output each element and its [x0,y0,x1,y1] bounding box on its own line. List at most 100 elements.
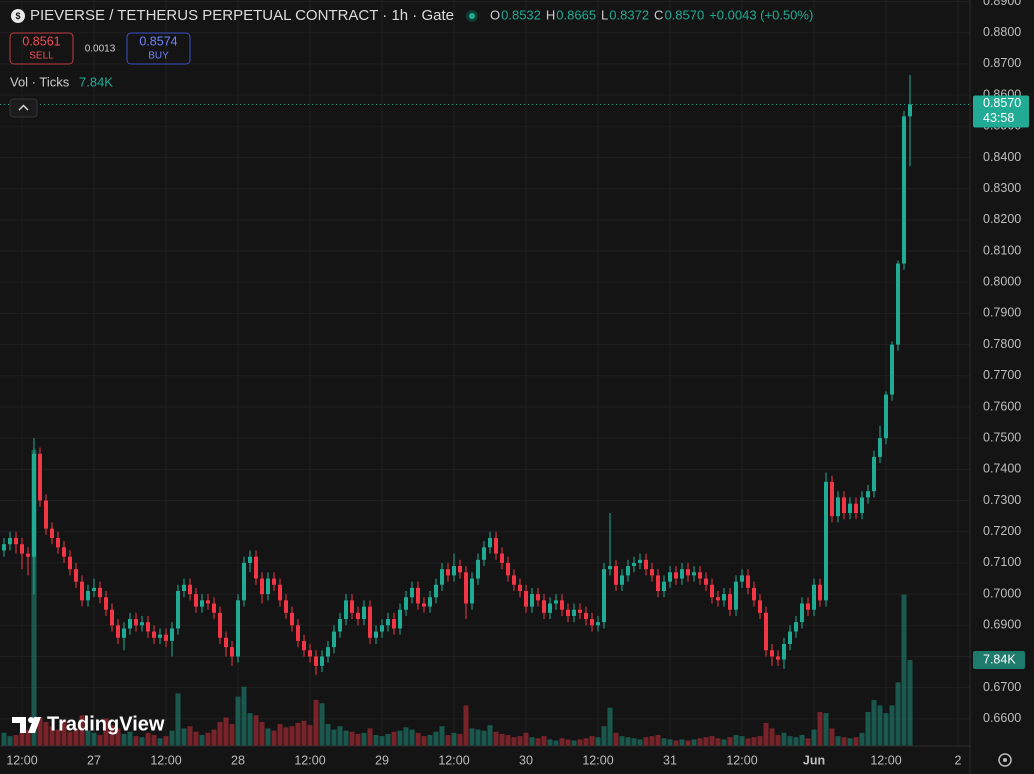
candle-body [692,572,697,576]
volume-bar [697,738,703,746]
volume-bar [769,728,775,746]
settings-icon[interactable] [998,753,1012,767]
candle-body [32,453,37,557]
collapse-button[interactable] [9,98,38,118]
candle-body [14,537,19,545]
volume-bar [271,730,277,746]
x-tick-label: Jun [803,753,825,767]
volume-bar [175,693,181,746]
candle-body [674,572,679,579]
candle-body [668,572,673,582]
ohlc-value: 0.8570 [664,7,704,22]
volume-bar [79,715,85,746]
volume-bar [439,726,445,746]
x-tick-label: 12:00 [438,753,469,767]
y-tick-label: 0.7900 [983,306,1021,320]
candle-body [572,609,577,616]
volume-bar [223,717,229,746]
y-tick-label: 0.8000 [983,275,1021,289]
volume-bar [499,733,505,746]
volume-bar [607,707,613,746]
candle-body [632,562,637,567]
ohlc-value: 0.8532 [501,7,541,22]
volume-bar [751,737,757,746]
y-tick-label: 0.7800 [983,337,1021,351]
volume-bar [37,717,43,746]
volume-bar [667,739,673,746]
volume-bar [49,726,55,746]
volume-bar [535,738,541,746]
candle-body [794,622,799,632]
volume-bar [847,738,853,746]
chart-title: PIEVERSE / TETHERUS PERPETUAL CONTRACT ·… [30,7,454,24]
candle-body [182,584,187,591]
volume-tag [973,650,1025,669]
candle-body [680,569,685,579]
sell-button[interactable] [9,32,74,65]
candle-body [194,594,199,607]
volume-bar [343,730,349,746]
volume-bar [469,728,475,746]
candle-body [836,497,841,517]
candle-body [410,587,415,598]
candle-body [782,644,787,660]
axes: 0.66000.67000.68000.69000.70000.71000.72… [6,0,1021,767]
volume-bar [85,730,91,746]
volume-bar [745,738,751,746]
volume-bar [187,726,193,746]
ohlc-readout: O 0.8532 H 0.8665 L 0.8372 C 0.8570 +0.0043 (+0.… [490,7,813,22]
volume-bar [493,731,499,746]
candle-body [494,537,499,554]
volume-bar [67,731,73,746]
y-tick-label: 0.7000 [983,586,1021,600]
volume-bar [61,719,67,746]
candle-body [542,600,547,613]
volume-bar [211,729,217,746]
candle-body [26,553,31,557]
candle-body [278,584,283,601]
candle-body [698,572,703,579]
candle-body [470,578,475,604]
volume-bar [595,737,601,746]
candle-body [518,584,523,591]
price-tag [973,95,1029,128]
volume-bar [325,724,331,746]
y-tick-label: 0.7200 [983,524,1021,538]
volume-bar [739,736,745,746]
candle-body [560,600,565,610]
candle-body [422,603,427,607]
volume-bar [721,739,727,746]
volume-bar [265,728,271,746]
candle-body [74,569,79,582]
volume-bar [631,738,637,746]
candle-body [644,559,649,570]
volume-bar [253,715,259,746]
volume-bar [337,726,343,746]
x-tick-label: 30 [519,753,533,767]
volume-bar [97,735,103,746]
volume-bar [889,705,895,746]
buy-button[interactable] [126,32,191,65]
volume-bar [91,732,97,746]
grid [0,0,970,746]
volume-bar [829,728,835,746]
volume-bar [13,735,19,746]
volume-bar [139,737,145,746]
volume-bar [691,739,697,746]
candle-body [830,481,835,517]
volume-bar [109,725,115,746]
candle-body [140,622,145,626]
volume-bar [877,705,883,746]
volume-bar [277,724,283,746]
candle-body [188,584,193,595]
candle-body [242,562,247,601]
ohlc-value: 0.8372 [609,7,649,22]
volume-bar [361,732,367,746]
logo-text: TradingView [47,713,165,735]
candle-body [224,637,229,648]
volume-bar [547,739,553,746]
volume-bar [457,733,463,746]
candle-body [506,562,511,576]
volume-bar [613,732,619,746]
